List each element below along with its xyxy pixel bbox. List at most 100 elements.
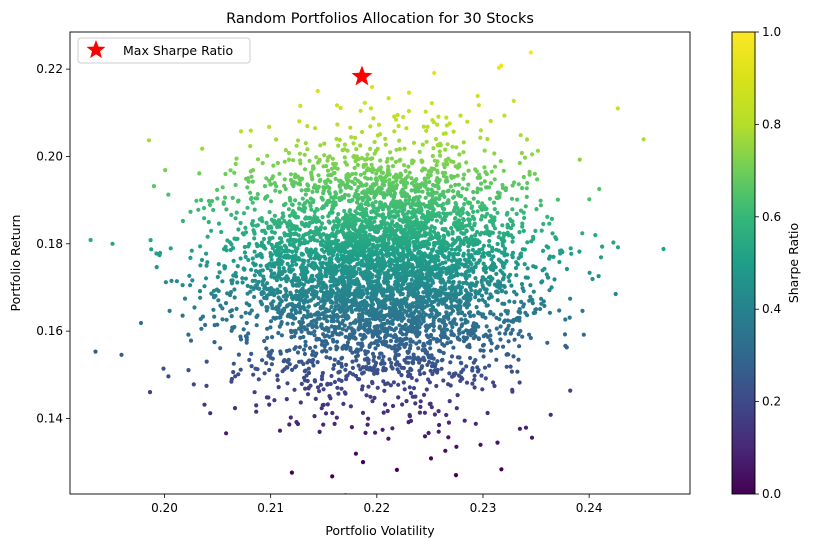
scatter-point	[292, 272, 297, 278]
scatter-point	[332, 223, 337, 228]
scatter-point	[305, 309, 310, 314]
scatter-point	[400, 324, 405, 329]
scatter-point	[458, 288, 463, 293]
scatter-point	[487, 363, 492, 368]
scatter-point	[447, 250, 452, 256]
scatter-point	[208, 411, 213, 416]
scatter-point	[333, 190, 338, 195]
scatter-point	[463, 197, 468, 202]
scatter-point	[453, 473, 459, 478]
scatter-point	[154, 265, 159, 270]
scatter-point	[478, 348, 483, 353]
scatter-point	[469, 281, 474, 286]
scatter-point	[161, 366, 166, 371]
scatter-point	[424, 333, 429, 338]
scatter-point	[316, 296, 321, 301]
scatter-point	[330, 231, 335, 236]
scatter-point	[249, 195, 254, 201]
scatter-point	[421, 166, 426, 171]
scatter-point	[466, 248, 471, 253]
scatter-point	[174, 279, 179, 284]
scatter-point	[378, 185, 383, 190]
scatter-point	[562, 332, 568, 337]
scatter-point	[444, 412, 449, 418]
scatter-point	[335, 318, 340, 323]
scatter-point	[311, 318, 317, 323]
scatter-point	[276, 330, 281, 336]
scatter-point	[342, 343, 347, 348]
scatter-point	[283, 201, 288, 206]
scatter-point	[308, 196, 313, 201]
scatter-point	[460, 322, 465, 327]
scatter-point	[276, 295, 281, 300]
scatter-point	[276, 309, 281, 314]
scatter-point	[262, 338, 267, 344]
scatter-point	[313, 344, 318, 349]
scatter-point	[433, 254, 438, 259]
scatter-point	[404, 399, 409, 404]
scatter-point	[238, 367, 243, 372]
scatter-point	[320, 215, 325, 220]
scatter-point	[251, 228, 256, 233]
scatter-point	[147, 390, 153, 395]
scatter-point	[474, 305, 479, 310]
scatter-point	[320, 370, 325, 376]
scatter-point	[498, 324, 503, 329]
scatter-point	[243, 276, 248, 281]
scatter-point	[202, 284, 207, 289]
scatter-point	[431, 336, 436, 341]
scatter-point	[480, 387, 485, 392]
scatter-point	[255, 192, 260, 197]
scatter-point	[304, 247, 309, 252]
scatter-point	[461, 176, 466, 181]
scatter-point	[563, 317, 568, 322]
scatter-point	[318, 382, 324, 387]
scatter-point	[254, 403, 259, 408]
scatter-point	[315, 385, 321, 390]
scatter-point	[568, 246, 573, 251]
scatter-point	[294, 420, 299, 425]
scatter-point	[432, 412, 437, 417]
scatter-point	[428, 456, 434, 461]
scatter-point	[437, 317, 442, 322]
scatter-point	[369, 291, 374, 296]
scatter-point	[511, 354, 516, 359]
scatter-point	[348, 404, 353, 409]
scatter-point	[408, 391, 414, 396]
scatter-point	[380, 358, 385, 363]
scatter-point	[314, 336, 319, 341]
scatter-point	[269, 348, 275, 353]
scatter-point	[334, 415, 339, 420]
scatter-point	[305, 182, 310, 187]
scatter-point	[329, 304, 334, 310]
scatter-point	[260, 268, 265, 273]
scatter-point	[331, 366, 336, 371]
scatter-point	[476, 310, 481, 315]
scatter-point	[332, 379, 337, 385]
scatter-point	[289, 312, 294, 317]
scatter-point	[138, 320, 144, 326]
scatter-point	[232, 406, 238, 411]
scatter-point	[311, 284, 316, 289]
scatter-point	[541, 248, 546, 253]
scatter-point	[410, 301, 415, 306]
scatter-point	[365, 356, 370, 361]
scatter-point	[530, 297, 535, 302]
scatter-point	[216, 298, 221, 303]
scatter-point	[312, 414, 317, 419]
scatter-point	[483, 376, 488, 381]
scatter-point	[466, 252, 471, 257]
scatter-point	[499, 283, 504, 288]
scatter-point	[461, 335, 466, 340]
scatter-point	[457, 218, 462, 223]
scatter-point	[449, 226, 454, 231]
scatter-point	[223, 171, 228, 177]
scatter-point	[471, 321, 476, 326]
scatter-point	[495, 298, 500, 303]
scatter-point	[409, 176, 414, 181]
scatter-point	[286, 207, 291, 212]
scatter-point	[348, 208, 353, 213]
scatter-point	[209, 228, 214, 233]
scatter-point	[456, 252, 461, 257]
scatter-point	[456, 182, 461, 187]
